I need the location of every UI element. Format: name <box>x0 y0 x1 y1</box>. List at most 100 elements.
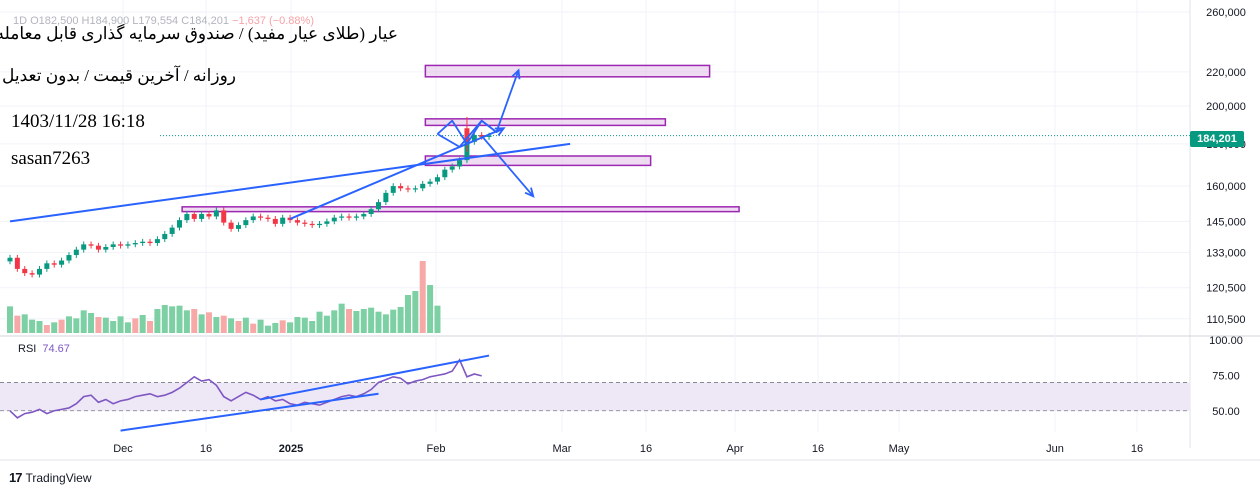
candle-body <box>221 210 227 223</box>
volume-bar <box>7 306 13 333</box>
volume-bar <box>110 321 117 333</box>
volume-bar <box>264 325 271 333</box>
candle-body <box>66 255 72 261</box>
candle-body <box>44 263 50 269</box>
volume-bar <box>73 318 80 333</box>
arrow-head <box>511 68 521 80</box>
volume-bar <box>434 305 441 333</box>
time-tick-label: 16 <box>1131 443 1143 455</box>
candle-body <box>154 239 160 244</box>
time-tick-label: 2025 <box>279 443 303 455</box>
candle-body <box>199 214 205 219</box>
ohlc-symbol: 1D <box>13 15 28 27</box>
candle-body <box>59 260 65 265</box>
price-tick-label: 200,000 <box>1206 101 1246 113</box>
ohlc-open: O182,500 <box>30 15 79 27</box>
price-axis[interactable]: 110,500120,500133,000145,000160,000180,0… <box>1206 7 1246 418</box>
ohlc-legend: 1D O182,500 H184,900 L179,554 C184,201 −… <box>13 15 314 27</box>
candlesticks <box>7 116 492 278</box>
volume-bar <box>323 315 330 333</box>
trend-line <box>9 142 571 223</box>
volume-bar <box>338 303 345 333</box>
candle-body <box>250 216 256 221</box>
candle-body <box>272 218 278 224</box>
volume-bar <box>198 314 205 333</box>
candle-body <box>324 221 330 224</box>
last-price-badge: 184,201 <box>1190 131 1244 147</box>
volume-bar <box>51 322 58 333</box>
volume-bar <box>161 305 168 333</box>
candle-body <box>140 241 146 244</box>
candle-body <box>81 244 87 250</box>
candle-body <box>294 220 300 223</box>
candle-body <box>390 186 396 193</box>
candle-body <box>361 214 367 217</box>
candle-body <box>258 216 264 218</box>
candle-body <box>191 214 197 219</box>
time-tick-label: May <box>889 443 910 455</box>
candle-body <box>331 217 337 222</box>
candle-body <box>125 244 131 246</box>
price-tick-label: 260,000 <box>1206 7 1246 19</box>
volume-bar <box>419 261 426 333</box>
volume-bar <box>272 323 279 333</box>
candle-body <box>22 268 28 274</box>
candle-body <box>132 243 138 245</box>
chart-datetime: 1403/11/28 16:18 <box>11 111 145 132</box>
volume-bar <box>43 325 50 333</box>
volume-bar <box>235 321 242 333</box>
rsi-tick-label: 100.00 <box>1209 335 1243 347</box>
candle-body <box>398 186 404 189</box>
volume-bar <box>427 285 434 333</box>
volume-bar <box>353 311 360 333</box>
candle-body <box>243 220 249 226</box>
price-tick-label: 133,000 <box>1206 247 1246 259</box>
candle-body <box>346 216 352 218</box>
ohlc-close: C184,201 <box>181 15 229 27</box>
candle-body <box>265 217 271 219</box>
candle-body <box>471 134 477 142</box>
candle-body <box>51 263 57 265</box>
candle-body <box>7 257 13 262</box>
volume-bar <box>220 315 227 333</box>
ohlc-high: H184,900 <box>81 15 130 27</box>
candle-body <box>95 245 101 250</box>
price-tick-label: 110,500 <box>1207 314 1246 326</box>
volume-bar <box>132 318 139 333</box>
price-tick-label: 220,000 <box>1206 67 1246 79</box>
chart-title: عیار (طلای عیار مفید) / صندوق سرمایه گذا… <box>0 24 398 43</box>
candle-body <box>118 244 124 246</box>
time-tick-label: Dec <box>113 443 133 455</box>
trend-line <box>289 127 505 220</box>
volume-bar <box>58 319 65 333</box>
volume-bar <box>117 316 124 333</box>
candle-body <box>162 233 168 240</box>
candle-body <box>339 216 345 218</box>
volume-bar <box>331 310 338 333</box>
volume-bar <box>316 311 323 333</box>
trend-drawings <box>9 68 571 432</box>
time-axis[interactable]: Dec 16 2025 Feb Mar 16 Apr 16 May Jun 16 <box>113 443 1143 455</box>
volume-bar <box>250 323 257 333</box>
volume-bar <box>95 317 102 333</box>
candle-body <box>177 220 183 228</box>
volume-bar <box>36 321 43 333</box>
volume-bar <box>397 307 404 333</box>
candle-body <box>213 210 219 217</box>
volume-bar <box>412 291 419 333</box>
candle-body <box>29 273 35 275</box>
candle-body <box>383 192 389 203</box>
volume-bar <box>14 315 21 333</box>
volume-bar <box>360 309 367 333</box>
candle-body <box>103 246 109 250</box>
candle-body <box>412 188 418 190</box>
candle-body <box>449 166 455 170</box>
candle-body <box>427 181 433 184</box>
time-tick-label: Feb <box>427 443 446 455</box>
volume-bar <box>375 311 382 333</box>
volume-bars <box>7 261 441 333</box>
rsi-trend-line <box>120 392 379 432</box>
volume-bar <box>124 322 131 333</box>
tradingview-logo[interactable]: 17 TradingView <box>9 470 92 485</box>
